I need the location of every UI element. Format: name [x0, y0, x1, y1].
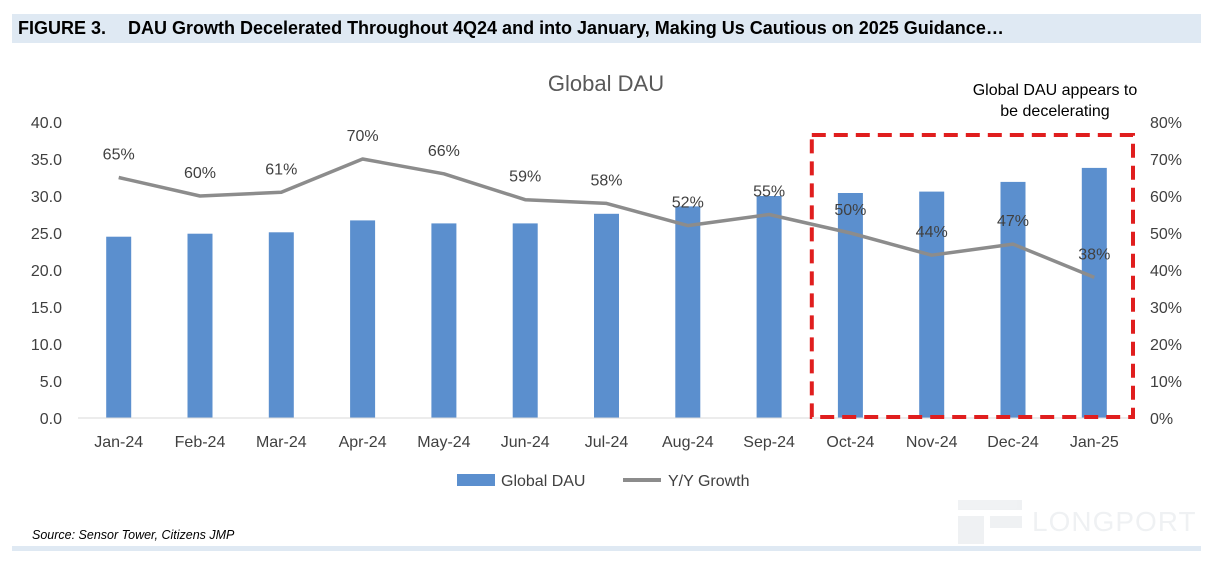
y-left-tick-label: 40.0 [31, 115, 62, 132]
yy-growth-data-label: 50% [834, 202, 866, 219]
y-left-tick-label: 5.0 [40, 374, 62, 391]
x-tick-label: Jan-24 [94, 434, 143, 451]
dau-chart: Global DAU Global DAU appears to be dece… [31, 71, 1182, 490]
y-left-tick-label: 15.0 [31, 300, 62, 317]
footer-rule [12, 546, 1201, 551]
yy-growth-data-label: 44% [916, 224, 948, 241]
y-left-tick-label: 0.0 [40, 411, 62, 428]
x-tick-label: Feb-24 [175, 434, 226, 451]
yy-growth-data-label: 65% [103, 147, 135, 164]
x-tick-label: Nov-24 [906, 434, 958, 451]
bar-aug-24 [675, 206, 701, 418]
yy-growth-data-label: 52% [672, 195, 704, 212]
yy-growth-data-label: 47% [997, 213, 1029, 230]
bars-layer [106, 167, 1107, 418]
source-note: Source: Sensor Tower, Citizens JMP [32, 528, 235, 542]
bar-jan-25 [1081, 167, 1107, 418]
legend-label-global-dau: Global DAU [501, 473, 585, 490]
yy-growth-data-label: 59% [509, 169, 541, 186]
y-right-tick-label: 10% [1150, 374, 1182, 391]
x-tick-label: May-24 [417, 434, 470, 451]
y-right-tick-label: 70% [1150, 152, 1182, 169]
y-right-tick-label: 20% [1150, 337, 1182, 354]
axes-layer: 0.0 5.0 10.0 15.0 20.0 25.0 30.0 35.0 40.0 0% 10% 2… [31, 115, 1182, 451]
longport-watermark: LONGPORT [958, 500, 1197, 544]
yy-growth-data-label: 58% [590, 172, 622, 189]
watermark-text: LONGPORT [1032, 506, 1197, 537]
legend: Global DAU Y/Y Growth [457, 473, 750, 490]
y-left-tick-label: 30.0 [31, 189, 62, 206]
bar-feb-24 [187, 233, 213, 418]
y-right-tick-label: 30% [1150, 300, 1182, 317]
x-tick-label: Jan-25 [1070, 434, 1119, 451]
figure-header: FIGURE 3. DAU Growth Decelerated Through… [12, 14, 1201, 43]
y-left-tick-label: 25.0 [31, 226, 62, 243]
x-tick-label: Jun-24 [501, 434, 550, 451]
y-right-tick-label: 0% [1150, 411, 1173, 428]
bar-jun-24 [512, 223, 538, 418]
y-right-tick-label: 40% [1150, 263, 1182, 280]
bar-nov-24 [919, 191, 945, 418]
yy-growth-data-label: 66% [428, 143, 460, 160]
bar-jul-24 [594, 213, 619, 418]
x-tick-label: Jul-24 [585, 434, 629, 451]
bar-oct-24 [837, 193, 863, 418]
yy-growth-line [118, 157, 1095, 280]
bar-jan-24 [106, 236, 132, 418]
bar-dec-24 [1000, 181, 1026, 418]
annotation-line-2: be decelerating [1000, 103, 1109, 120]
yy-growth-data-label: 38% [1078, 246, 1110, 263]
yy-growth-data-label: 70% [347, 128, 379, 145]
longport-logo-icon [958, 500, 1022, 544]
yy-growth-data-label: 61% [265, 161, 297, 178]
highlight-box [809, 133, 1135, 419]
y-left-tick-label: 10.0 [31, 337, 62, 354]
yy-growth-data-label: 55% [753, 184, 785, 201]
yy-growth-data-label: 60% [184, 165, 216, 182]
annotation-line-1: Global DAU appears to [973, 82, 1138, 99]
bar-apr-24 [350, 220, 376, 418]
y-right-tick-label: 60% [1150, 189, 1182, 206]
bar-may-24 [431, 223, 457, 418]
chart-title: Global DAU [548, 71, 664, 96]
x-tick-label: Mar-24 [256, 434, 307, 451]
y-left-tick-label: 35.0 [31, 152, 62, 169]
bar-mar-24 [268, 232, 294, 418]
line-layer: 65% 60% 61% 70% 66% 59% 58% 52% 55% 50% 44% 47% 38% [103, 128, 1110, 280]
x-tick-label: Apr-24 [339, 434, 387, 451]
x-tick-label: Sep-24 [743, 434, 795, 451]
legend-swatch-global-dau [457, 474, 495, 486]
y-right-tick-label: 50% [1150, 226, 1182, 243]
figure-label: FIGURE 3. [18, 18, 107, 38]
y-left-tick-label: 20.0 [31, 263, 62, 280]
x-tick-label: Aug-24 [662, 434, 714, 451]
legend-label-yy-growth: Y/Y Growth [668, 473, 750, 490]
x-tick-label: Dec-24 [987, 434, 1039, 451]
bar-sep-24 [756, 196, 782, 418]
figure-title: DAU Growth Decelerated Throughout 4Q24 a… [128, 18, 1004, 38]
x-tick-label: Oct-24 [826, 434, 874, 451]
y-right-tick-label: 80% [1150, 115, 1182, 132]
